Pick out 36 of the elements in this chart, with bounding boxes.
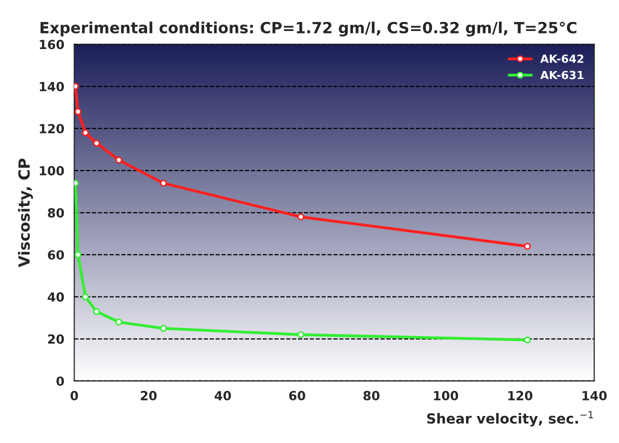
point (82, 293, 89, 300)
y-tick-label: 80 (48, 208, 64, 218)
y-tick-label: 60 (48, 250, 64, 260)
point (74, 251, 82, 258)
point (160, 180, 167, 187)
point (82, 129, 89, 136)
x-tick-label: 60 (289, 390, 306, 400)
legend-label: AK-631 (540, 70, 584, 80)
point (297, 331, 304, 338)
legend-label: AK-642 (540, 54, 584, 63)
y-tick-label: 120 (40, 124, 64, 134)
x-tick-label: 0 (70, 390, 78, 400)
x-tick-label: 120 (508, 390, 532, 400)
x-axis-title: Shear velocity, sec.$^{−1}$ (427, 411, 593, 427)
point (115, 156, 122, 164)
point (524, 242, 531, 250)
point (297, 213, 304, 220)
x-tick-label: 20 (140, 390, 157, 400)
point (74, 108, 82, 116)
x-tick-label: 100 (434, 390, 458, 400)
point (115, 318, 122, 326)
point (160, 324, 167, 332)
y-tick-label: 0 (56, 376, 64, 386)
x-tick-label: 40 (214, 390, 231, 400)
y-tick-label: 140 (40, 82, 64, 92)
point (93, 140, 100, 147)
y-axis-title: Viscosity, CP (18, 158, 33, 268)
x-tick-label: 80 (363, 390, 380, 400)
x-tick-label: 140 (582, 390, 607, 400)
chart-title: Experimental conditions: CP=1.72 gm/l, CS=0.32 gm/l, T=25°C (40, 22, 576, 36)
point (524, 336, 531, 344)
y-tick-label: 20 (48, 334, 64, 344)
y-tick-label: 160 (40, 40, 64, 50)
y-tick-label: 100 (40, 166, 64, 176)
y-tick-label: 40 (48, 292, 64, 302)
point (93, 308, 100, 316)
